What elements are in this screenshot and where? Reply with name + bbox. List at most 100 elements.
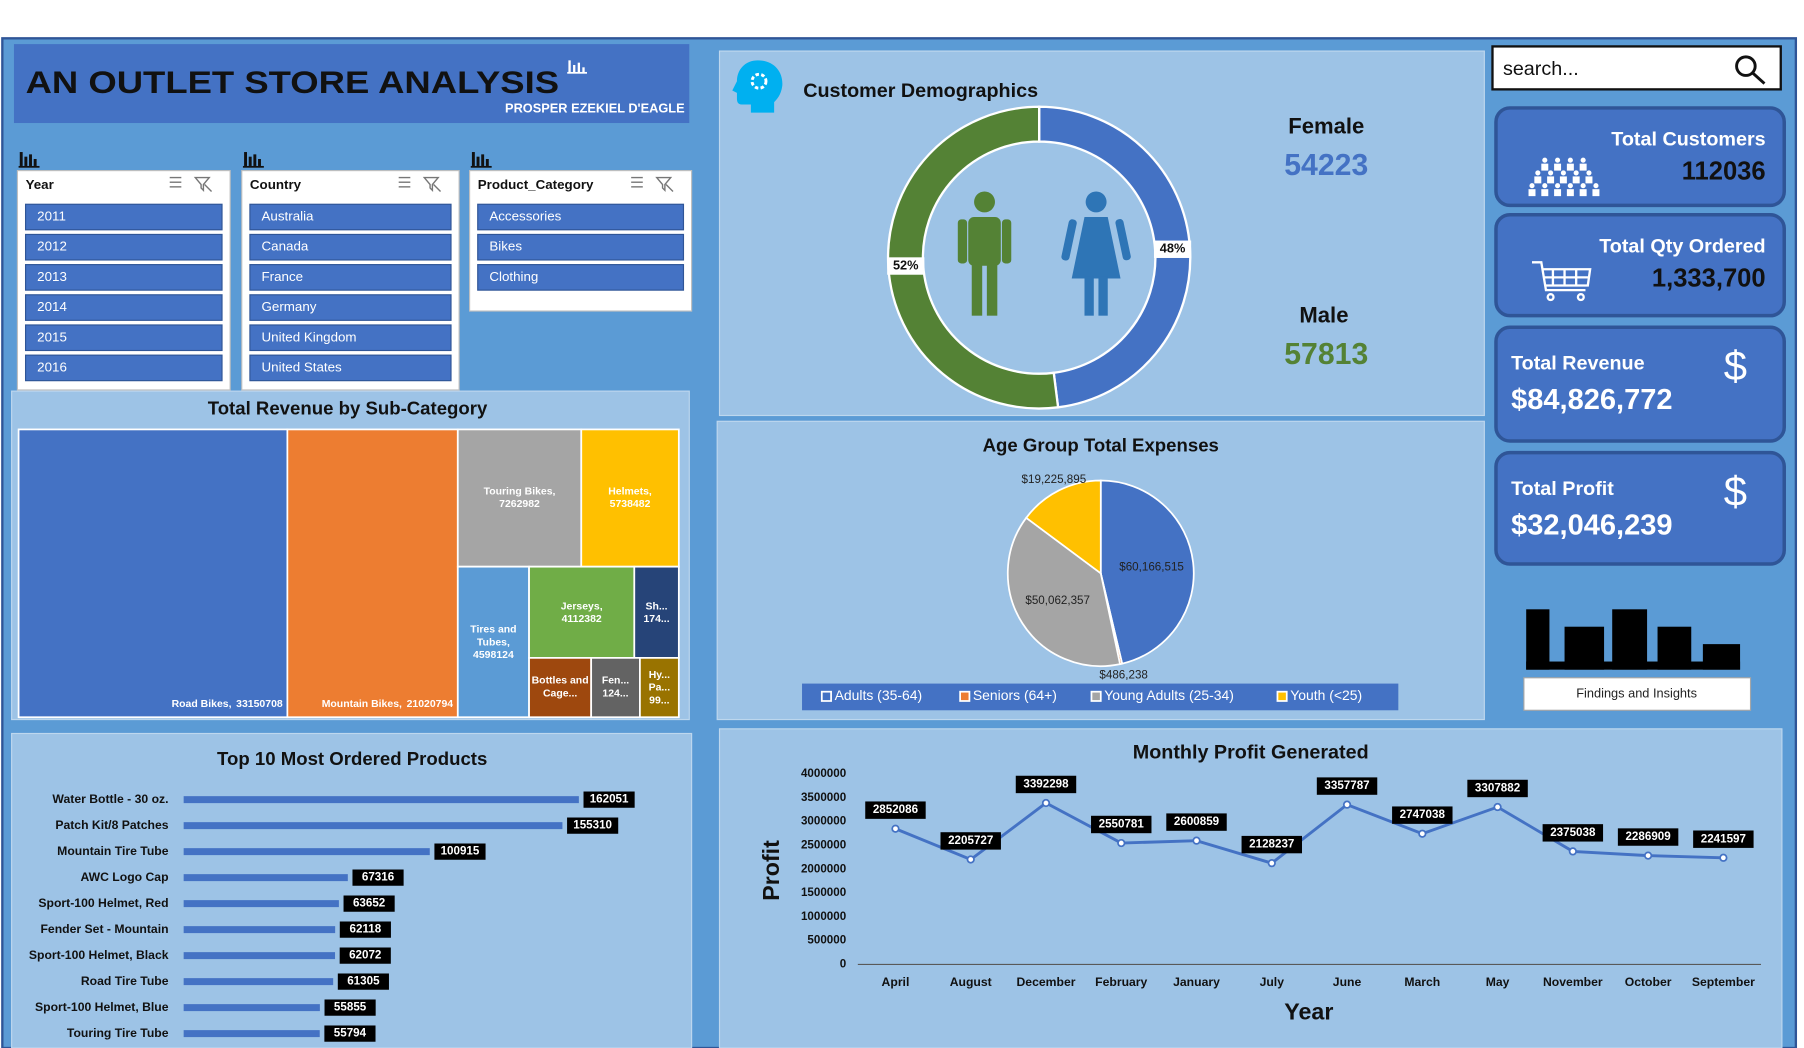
icon-bar [258,158,261,166]
icon-bar [471,152,475,166]
line-point [1719,853,1728,862]
tile-category: Touring Bikes, [483,485,556,497]
slicer-item-label[interactable]: United States [262,359,342,374]
data-label-box [887,257,925,275]
tile-label: Tires and Tubes, 4598124 [458,567,529,718]
icon-body [1554,163,1562,171]
y-tick-label: 1000000 [801,910,846,923]
data-label-box [940,832,1001,850]
search-icon[interactable] [1735,55,1766,85]
x-tick-label: August [950,975,992,989]
slicer-item-label[interactable]: Accessories [489,209,561,224]
slicer-item[interactable] [24,354,223,382]
icon-body [1559,176,1567,184]
data-label: 2375038 [1550,826,1596,839]
slicer-item-label[interactable]: Australia [262,209,315,224]
icon-funnel [422,176,440,193]
icon-funnel [193,176,211,193]
slicer-item[interactable] [249,264,452,291]
tile-value: 21020794 [406,697,454,710]
tile-value: 5738482 [609,498,651,510]
slicer-item[interactable] [24,294,223,321]
chart-title: Top 10 Most Ordered Products [217,748,487,769]
y-tick-label: AWC Logo Cap [80,870,168,884]
slicer-item-label[interactable]: Canada [262,239,309,254]
search-box[interactable] [1491,45,1782,91]
slicer-item-label[interactable]: 2013 [37,269,67,284]
tile-label: Mountain Bikes, 21020794 [287,429,457,717]
kpi-value: $84,826,772 [1511,384,1672,416]
slicer-item[interactable] [477,264,685,291]
slicer-item-label[interactable]: 2012 [37,239,67,254]
slicer-item-label[interactable]: 2015 [37,329,67,344]
data-label-box [1241,835,1303,854]
pie-slice [1099,479,1195,665]
slicer-item-label[interactable]: 2016 [37,359,67,374]
icon-body [1585,176,1593,184]
tile-label: Hy... Pa... 99... [640,658,679,717]
slicer-item[interactable] [24,324,223,352]
search-placeholder[interactable]: search... [1503,58,1579,80]
y-tick-label: Touring Tire Tube [67,1026,169,1040]
treemap-tile [580,428,680,568]
slicer-item[interactable] [249,324,452,352]
tile-value: 7262982 [499,498,540,510]
slicer-item[interactable] [249,294,452,321]
x-tick-label: May [1486,975,1510,989]
data-label: 62118 [350,923,382,936]
data-label: 48% [1160,241,1186,256]
data-label: 100915 [441,845,480,858]
icon-bar [24,156,28,166]
findings-icon [1526,609,1741,670]
bar [183,822,563,830]
tile-category: Tires and Tubes, [470,622,517,648]
slicer-item[interactable] [24,264,223,291]
slicer-item-label[interactable]: 2014 [37,299,67,314]
slicer-item[interactable] [477,233,685,261]
x-tick-label: September [1692,975,1755,989]
header-icon [567,60,587,74]
line-point [891,824,900,833]
slicer-item[interactable] [24,233,223,261]
tile-label-area: Bottles and Cage... [532,675,589,699]
slicer-item-label[interactable]: Germany [262,299,317,314]
slicer-item[interactable] [24,203,223,231]
data-label-box [352,869,404,886]
slicer-item[interactable] [477,203,685,231]
icon-head [1555,157,1561,163]
slicer-item[interactable] [249,203,452,231]
slicer-item-label[interactable]: United Kingdom [262,329,357,344]
slicer-item-label[interactable]: Bikes [489,239,522,254]
slicer-icon [18,152,40,168]
slicer-item-label[interactable]: 2011 [37,209,66,224]
chart-title: Customer Demographics [803,80,1038,102]
treemap-tile [456,428,583,568]
slicer-item-label[interactable]: Clothing [489,269,538,284]
slicer-item[interactable] [249,354,452,382]
data-label-box [1392,806,1453,824]
slicer-item-label[interactable]: France [262,269,304,284]
data-label-box [337,973,389,990]
bar [183,926,336,934]
icon-cart [1532,261,1592,292]
icon-head [1593,183,1599,189]
line-point [1041,798,1051,808]
bar [183,796,579,804]
findings-button[interactable] [1523,677,1752,711]
chart-title: Total Revenue by Sub-Category [208,398,488,419]
line-point [1267,859,1276,868]
slicer-item[interactable] [249,233,452,261]
bar-panel [11,732,693,1048]
bar [183,900,339,908]
findings-label[interactable]: Findings and Insights [1576,685,1697,700]
tile-label-area: Road Bikes, 33150708 [172,698,283,710]
icon-head [1567,183,1573,189]
data-label: 2852086 [873,803,919,816]
icon-bar [485,158,489,166]
kpi-symbol: $ [1724,342,1747,389]
data-label-box [1153,240,1192,258]
kpi-label: Total Qty Ordered [1599,235,1765,257]
gender-count: 54223 [1284,149,1368,182]
tile-category: Helmets, [608,485,652,497]
y-tick-label: 500000 [807,934,846,947]
